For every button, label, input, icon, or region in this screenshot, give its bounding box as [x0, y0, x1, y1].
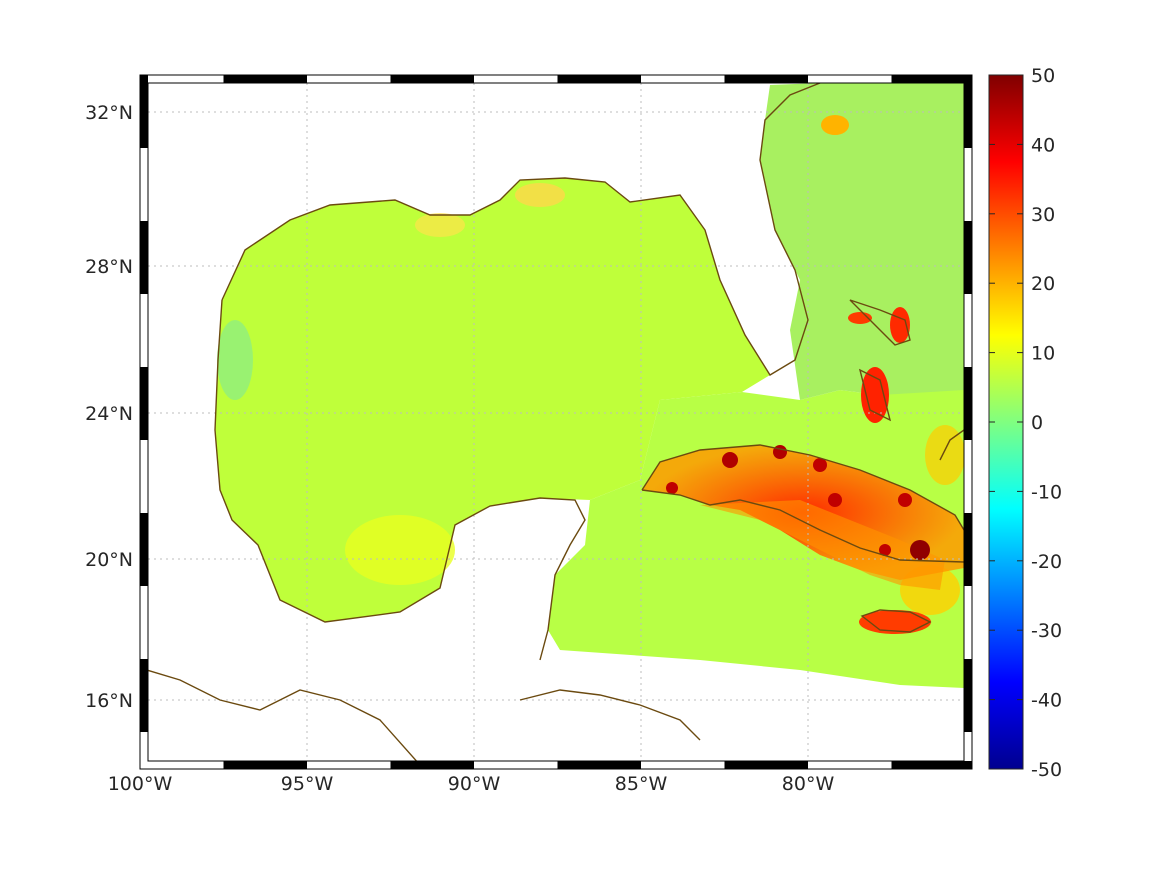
lat-tick-label: 28°N [85, 256, 133, 278]
frame-segment [891, 761, 972, 769]
frame-segment [223, 761, 307, 769]
central-america-coastline [148, 669, 418, 761]
hispaniola-coastline [939, 429, 964, 461]
frame-segment [724, 75, 808, 83]
warm-patch-atlantic [821, 115, 849, 135]
frame-segment [390, 761, 474, 769]
hotspot [813, 458, 827, 472]
coastlines [148, 83, 964, 761]
colorbar-tick-label: 0 [1031, 412, 1043, 434]
hotspot [898, 493, 912, 507]
lat-tick-label: 16°N [85, 690, 133, 712]
lat-tick-label: 32°N [85, 102, 133, 124]
frame-segment [964, 367, 972, 440]
atlantic-field [760, 83, 964, 400]
frame-segment [964, 221, 972, 294]
frame-segment [964, 75, 972, 148]
cuba-orange-halo [700, 500, 945, 590]
frame-segment [891, 75, 972, 83]
frame-segment [964, 659, 972, 732]
colorbar-tick-label: -10 [1031, 481, 1062, 503]
hotspot [666, 482, 678, 494]
grid-lines [148, 83, 964, 761]
hotspot [722, 452, 738, 468]
cuba-coastline [641, 444, 964, 563]
frame-segment [140, 659, 148, 732]
warm-patch-campeche [345, 515, 455, 585]
colorbar-tick-label: 50 [1031, 65, 1055, 87]
warm-patch-bahamas-east [925, 425, 964, 485]
longitude-tick-labels: 100°W 95°W 90°W 85°W 80°W [108, 773, 835, 795]
frame-segment [390, 75, 474, 83]
colorbar-tick-label: -40 [1031, 690, 1062, 712]
frame-segment [140, 367, 148, 440]
bahamas-high-region [848, 312, 872, 324]
lat-tick-label: 20°N [85, 549, 133, 571]
colorbar-tick-label: 40 [1031, 134, 1055, 156]
hotspot [773, 445, 787, 459]
colorbar-tick-label: -20 [1031, 551, 1062, 573]
colorbar-tick-label: 30 [1031, 204, 1055, 226]
colorbar-tick-label: 20 [1031, 273, 1055, 295]
frame-segment [557, 761, 641, 769]
lon-tick-label: 85°W [615, 773, 668, 795]
frame-segment [140, 513, 148, 586]
mexico-coastline [214, 299, 586, 661]
lon-tick-label: 95°W [281, 773, 334, 795]
bahamas-high-region [861, 367, 889, 423]
gulf-of-mexico-field [215, 178, 770, 622]
frame-segment [140, 75, 148, 148]
warm-patch-texas [415, 213, 465, 237]
latitude-tick-labels: 32°N 28°N 24°N 20°N 16°N [85, 102, 133, 712]
colorbar: 50 40 30 20 10 0 -10 -20 -30 -40 -50 [988, 65, 1062, 781]
frame-segment [724, 761, 808, 769]
bahamas-high-region [890, 307, 910, 343]
bahamas-coastline [849, 299, 911, 422]
lon-tick-label: 90°W [448, 773, 501, 795]
warm-patch-delta [515, 183, 565, 207]
colorbar-ticks: 50 40 30 20 10 0 -10 -20 -30 -40 -50 [989, 65, 1062, 781]
hotspot [879, 544, 891, 556]
map-frame [139, 74, 973, 770]
frame-segment [557, 75, 641, 83]
lat-tick-label: 24°N [85, 403, 133, 425]
lon-tick-label: 100°W [108, 773, 173, 795]
colorbar-tick-label: -50 [1031, 759, 1062, 781]
caribbean-field [548, 380, 964, 688]
us-gulf-coastline [221, 83, 821, 376]
honduras-coastline [519, 689, 701, 741]
hotspot [828, 493, 842, 507]
frame-segment [223, 75, 307, 83]
hotspot [910, 540, 930, 560]
jamaica-coastline [860, 609, 932, 633]
cool-patch-west [217, 320, 253, 400]
colorbar-tick-label: -30 [1031, 620, 1062, 642]
frame-segment [140, 221, 148, 294]
colorbar-tick-label: 10 [1031, 343, 1055, 365]
lon-tick-label: 80°W [782, 773, 835, 795]
frame-segment [964, 513, 972, 586]
